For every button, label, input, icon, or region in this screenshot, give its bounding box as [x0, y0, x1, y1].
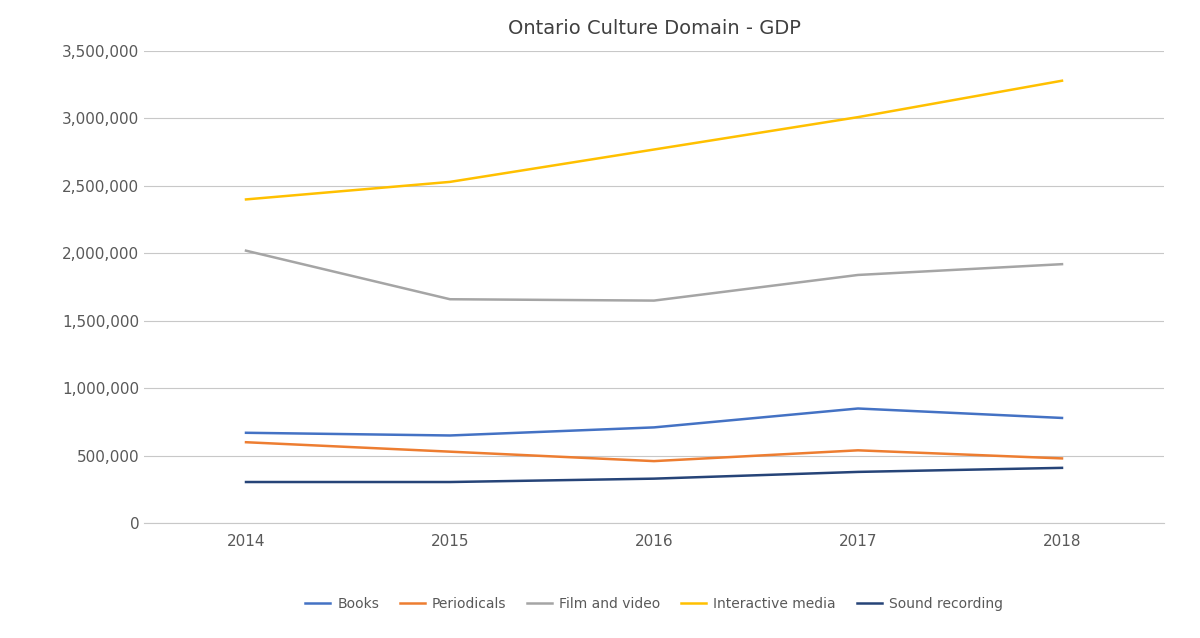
Line: Film and video: Film and video: [246, 251, 1062, 300]
Books: [239, 429, 253, 436]
Periodicals: [851, 447, 865, 454]
Line: Books: Books: [246, 408, 1062, 436]
Legend: Books, Periodicals, Film and video, Interactive media, Sound recording: Books, Periodicals, Film and video, Inte…: [300, 591, 1008, 616]
Sound recording: [1055, 464, 1069, 471]
Film and video: [647, 297, 661, 304]
Title: Ontario Culture Domain - GDP: Ontario Culture Domain - GDP: [508, 19, 800, 38]
Periodicals: [443, 448, 457, 456]
Sound recording: [239, 478, 253, 486]
Sound recording: [647, 475, 661, 482]
Periodicals: [1055, 455, 1069, 463]
Books: [647, 424, 661, 431]
Film and video: [851, 271, 865, 279]
Sound recording: [443, 478, 457, 486]
Line: Periodicals: Periodicals: [246, 442, 1062, 461]
Periodicals: [239, 438, 253, 446]
Periodicals: [647, 457, 661, 465]
Film and video: [239, 247, 253, 255]
Interactive media: [239, 196, 253, 204]
Line: Interactive media: Interactive media: [246, 81, 1062, 200]
Interactive media: [1055, 77, 1069, 85]
Interactive media: [443, 178, 457, 186]
Books: [443, 432, 457, 440]
Film and video: [443, 295, 457, 303]
Books: [1055, 414, 1069, 422]
Sound recording: [851, 468, 865, 476]
Interactive media: [851, 114, 865, 121]
Film and video: [1055, 260, 1069, 268]
Line: Sound recording: Sound recording: [246, 468, 1062, 482]
Books: [851, 404, 865, 412]
Interactive media: [647, 145, 661, 153]
